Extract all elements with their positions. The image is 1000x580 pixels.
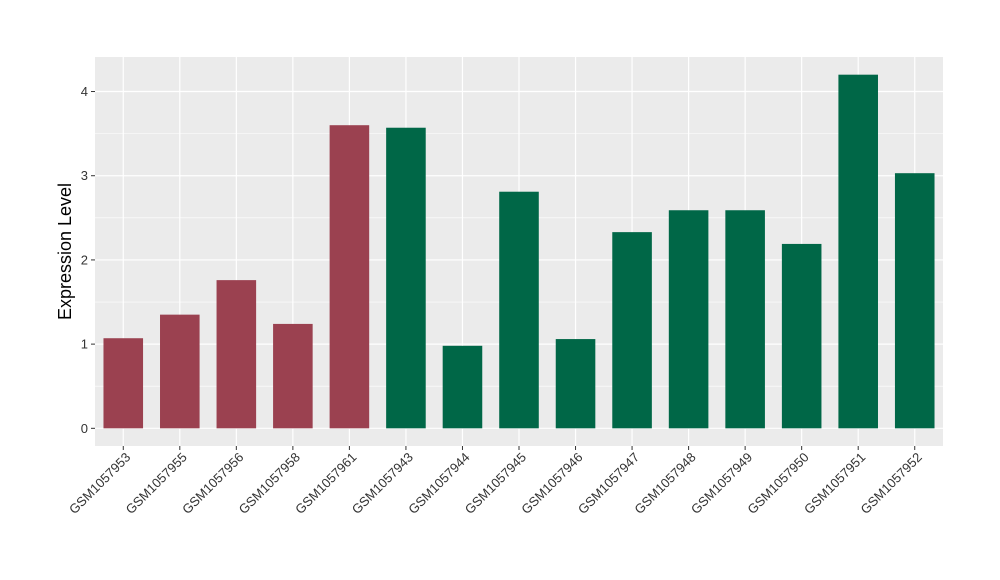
bar-GSM1057943 xyxy=(386,127,426,429)
y-tick-label: 2 xyxy=(81,252,88,267)
bar-GSM1057958 xyxy=(273,323,313,429)
y-tick-label: 4 xyxy=(81,84,88,99)
x-axis: GSM1057953GSM1057955GSM1057956GSM1057958… xyxy=(66,446,925,517)
bar-GSM1057950 xyxy=(781,243,822,429)
bar-GSM1057951 xyxy=(838,74,878,429)
y-tick-label: 3 xyxy=(81,168,88,183)
bar-GSM1057956 xyxy=(216,280,257,429)
y-tick-label: 0 xyxy=(81,421,88,436)
y-axis-title: Expression Level xyxy=(55,183,75,320)
bar-GSM1057953 xyxy=(103,338,144,429)
bar-GSM1057946 xyxy=(555,339,596,429)
bar-GSM1057948 xyxy=(668,210,709,429)
bar-GSM1057949 xyxy=(725,210,765,429)
y-axis: 0 1 2 3 4 xyxy=(81,84,95,436)
bars xyxy=(103,74,935,429)
y-tick-label: 1 xyxy=(81,337,88,352)
bar-GSM1057961 xyxy=(329,125,370,429)
bar-GSM1057947 xyxy=(612,232,652,429)
bar-GSM1057945 xyxy=(499,191,539,429)
bar-GSM1057952 xyxy=(894,173,935,429)
bar-GSM1057944 xyxy=(442,345,483,429)
bar-GSM1057955 xyxy=(160,314,200,429)
